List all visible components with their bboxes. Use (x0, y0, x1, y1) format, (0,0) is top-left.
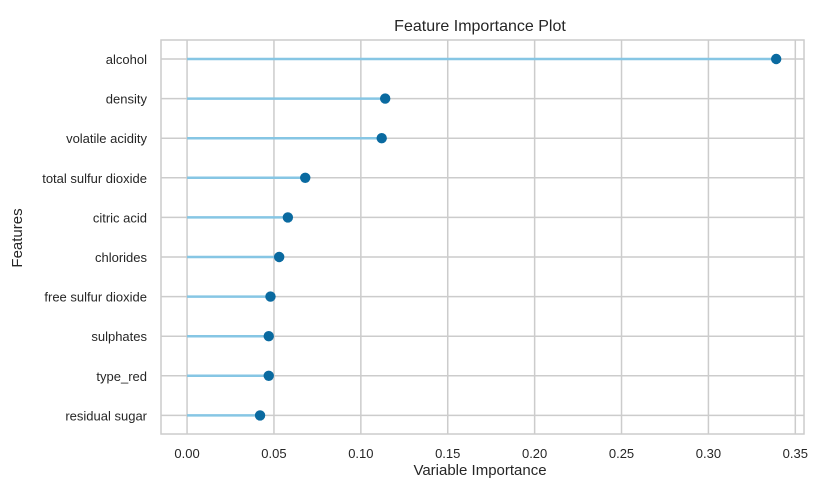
x-tick-label: 0.30 (696, 446, 721, 461)
x-tick-label: 0.15 (435, 446, 460, 461)
importance-point (770, 53, 782, 65)
y-axis-label: Features (9, 208, 26, 267)
y-tick-label: volatile acidity (66, 131, 147, 146)
x-axis-label: Variable Importance (413, 462, 546, 479)
importance-point (263, 370, 274, 381)
y-tick-label: chlorides (95, 250, 148, 265)
x-tick-label: 0.00 (174, 446, 199, 461)
stems (187, 57, 777, 417)
y-tick-label: citric acid (93, 210, 147, 225)
y-tick-label: density (106, 92, 148, 107)
y-tick-label: free sulfur dioxide (44, 290, 147, 305)
importance-point (273, 251, 285, 263)
importance-point (300, 172, 311, 183)
importance-point (376, 133, 387, 144)
importance-point (254, 410, 266, 421)
x-tick-label: 0.35 (783, 446, 808, 461)
importance-point (282, 212, 294, 223)
importance-point (263, 331, 274, 342)
x-tick-label: 0.05 (261, 446, 286, 461)
y-tick-label: residual sugar (65, 408, 147, 423)
importance-point (379, 93, 391, 104)
plot-frame (160, 39, 805, 435)
x-tick-labels: 0.00 0.05 0.10 0.15 0.20 0.25 0.30 0.35 (174, 446, 808, 461)
y-tick-label: total sulfur dioxide (42, 171, 147, 186)
y-tick-label: alcohol (106, 52, 147, 67)
y-tick-labels: alcohol density volatile acidity total sulf… (42, 52, 147, 423)
x-tick-label: 0.25 (609, 446, 634, 461)
y-tick-label: type_red (96, 369, 147, 384)
x-tick-label: 0.10 (348, 446, 373, 461)
chart-title: Feature Importance Plot (394, 18, 566, 35)
x-tick-label: 0.20 (522, 446, 547, 461)
markers (254, 53, 782, 421)
importance-point (265, 291, 276, 302)
y-tick-label: sulphates (91, 329, 147, 344)
